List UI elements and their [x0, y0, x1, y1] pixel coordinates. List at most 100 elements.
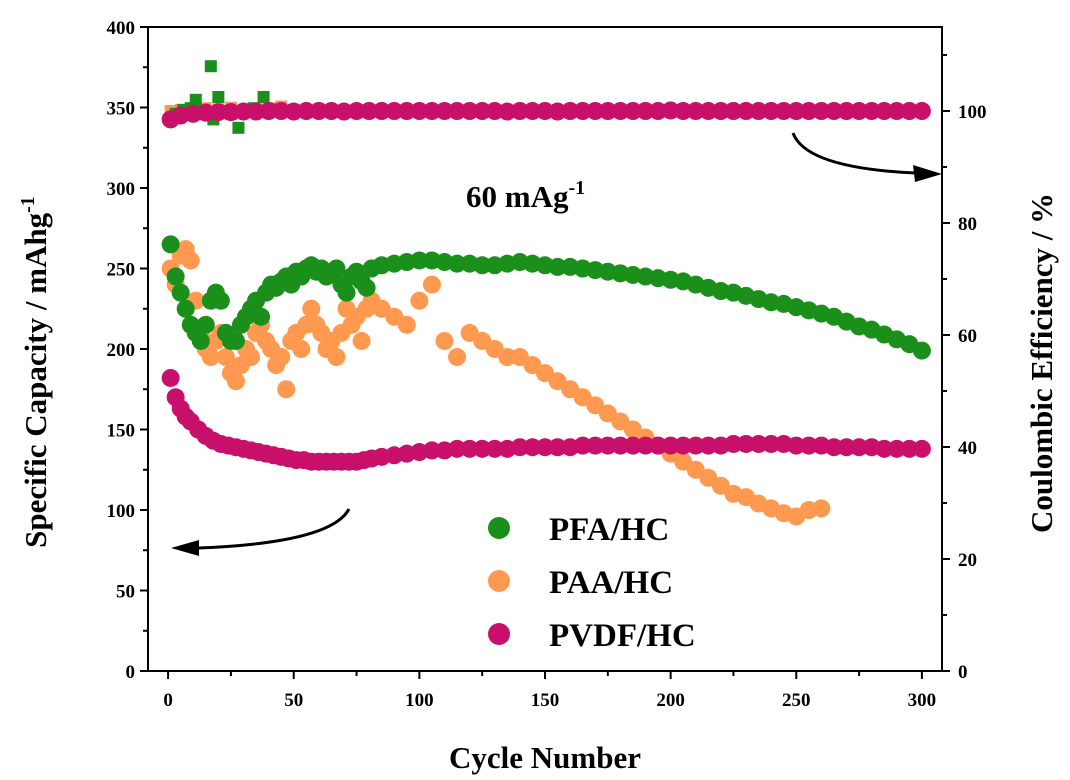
paa-hc-point — [292, 340, 311, 358]
left-axis-title-main: Specific Capacity / mAhg — [18, 212, 53, 547]
pvdf-hc-point — [799, 436, 818, 455]
left-axis-ticks: 0 50 100 150 200 250 300 350 400 — [107, 18, 148, 683]
pvdf-hc-ce-point — [448, 102, 467, 120]
paa-hc-point — [435, 331, 454, 350]
left-tick-label: 50 — [116, 582, 135, 603]
x-tick-label: 250 — [782, 690, 811, 711]
pvdf-hc-point — [586, 436, 605, 455]
arrow-to-left-axis — [171, 508, 351, 556]
pvdf-hc-point — [762, 434, 781, 453]
pvdf-hc-ce-point — [749, 102, 768, 120]
pvdf-hc-ce-point — [850, 102, 869, 120]
pvdf-hc-point — [699, 436, 718, 455]
pvdf-hc-ce-point — [435, 102, 454, 120]
pfa-hc-point — [548, 257, 567, 276]
pfa-hc-point — [191, 331, 210, 350]
pvdf-hc-ce-point — [422, 102, 441, 120]
rate-annotation-main: 60 mAg — [466, 179, 569, 214]
pvdf-hc-ce-point — [774, 102, 793, 120]
pvdf-hc-ce-point — [209, 103, 228, 122]
pvdf-hc-ce-point — [611, 102, 630, 120]
pvdf-hc-ce-point — [309, 102, 328, 120]
pvdf-hc-point — [611, 436, 630, 455]
pvdf-hc-ce-point — [737, 102, 756, 120]
paa-hc-point — [181, 251, 200, 270]
pvdf-hc-point — [623, 436, 642, 455]
paa-hc-point — [422, 275, 441, 294]
pvdf-hc-ce-point — [259, 102, 278, 120]
pfa-hc-point — [166, 267, 185, 286]
pfa-hc-point — [226, 331, 245, 350]
arrow-to-right-axis — [791, 132, 942, 182]
pvdf-hc-ce-point — [699, 102, 718, 120]
pvdf-hc-ce-point — [724, 102, 743, 120]
pfa-hc-point — [327, 259, 346, 278]
pvdf-hc-point — [422, 441, 441, 460]
left-tick-label: 250 — [107, 260, 136, 281]
pfa-hc-point — [912, 341, 931, 360]
right-axis-title: Coulombic Efficiency / % — [1024, 193, 1059, 533]
pfa-hc-point — [171, 283, 190, 302]
right-tick-label: 40 — [958, 438, 977, 459]
paa-hc-point — [498, 348, 517, 367]
data-marks — [161, 60, 931, 526]
x-tick-label: 50 — [284, 690, 303, 711]
left-tick-label: 200 — [107, 340, 136, 361]
left-tick-label: 150 — [107, 421, 136, 442]
pfa-hc-point — [196, 315, 215, 334]
pvdf-hc-ce-point — [234, 102, 253, 121]
pvdf-hc-point — [824, 438, 843, 457]
pfa-hc-ce-point — [232, 121, 245, 134]
x-tick-label: 150 — [531, 690, 560, 711]
pvdf-hc-ce-point — [674, 102, 693, 120]
pvdf-hc-point — [661, 436, 680, 455]
pfa-hc-ce-point — [189, 93, 202, 106]
pvdf-hc-point — [887, 439, 906, 458]
right-axis-ticks: 0 20 40 60 80 100 — [942, 54, 987, 683]
x-tick-label: 100 — [405, 690, 434, 711]
pvdf-hc-ce-point — [385, 102, 404, 120]
pvdf-hc-ce-point — [586, 102, 605, 120]
legend-label: PVDF/HC — [549, 618, 696, 654]
paa-hc-point — [302, 299, 321, 318]
pfa-hc-point — [448, 254, 467, 273]
pvdf-hc-ce-point — [523, 102, 542, 120]
pvdf-hc-ce-point — [862, 102, 881, 120]
pfa-hc-point — [176, 299, 195, 318]
pvdf-hc-point — [875, 439, 894, 458]
x-tick-label: 0 — [163, 690, 173, 711]
pvdf-hc-ce-point — [812, 102, 831, 120]
paa-hc-point — [242, 348, 261, 367]
left-tick-label: 300 — [107, 179, 136, 200]
pvdf-hc-ce-point — [372, 102, 391, 120]
pvdf-hc-point — [850, 438, 869, 457]
pvdf-hc-ce-point — [360, 102, 379, 120]
pvdf-hc-point — [548, 438, 567, 457]
pvdf-hc-ce-point — [460, 102, 479, 120]
paa-hc-point — [352, 331, 371, 350]
pvdf-hc-ce-point — [837, 102, 856, 120]
paa-hc-point — [397, 315, 416, 334]
right-tick-label: 0 — [958, 662, 968, 683]
pvdf-hc-ce-point — [561, 102, 580, 120]
left-tick-label: 350 — [107, 99, 136, 120]
pfa-hc-ce-point — [212, 91, 225, 103]
right-tick-label: 60 — [958, 326, 977, 347]
pvdf-hc-ce-point — [686, 102, 705, 120]
pvdf-hc-ce-point — [397, 102, 416, 120]
pvdf-hc-ce-point — [573, 102, 592, 120]
x-tick-label: 200 — [656, 690, 685, 711]
pfa-hc-ce-point — [204, 60, 217, 73]
pvdf-hc-point — [485, 439, 504, 458]
paa-hc-point — [812, 499, 831, 518]
pvdf-hc-ce-point — [875, 102, 894, 120]
legend-marker — [488, 623, 510, 645]
pvdf-hc-ce-point — [912, 102, 931, 120]
rate-annotation-sup: -1 — [568, 177, 585, 199]
pvdf-hc-ce-point — [410, 102, 429, 120]
pvdf-hc-point — [460, 439, 479, 458]
left-tick-label: 100 — [107, 501, 136, 522]
pvdf-hc-ce-point — [297, 102, 316, 120]
pvdf-hc-point — [510, 438, 529, 457]
pvdf-hc-point — [448, 439, 467, 458]
